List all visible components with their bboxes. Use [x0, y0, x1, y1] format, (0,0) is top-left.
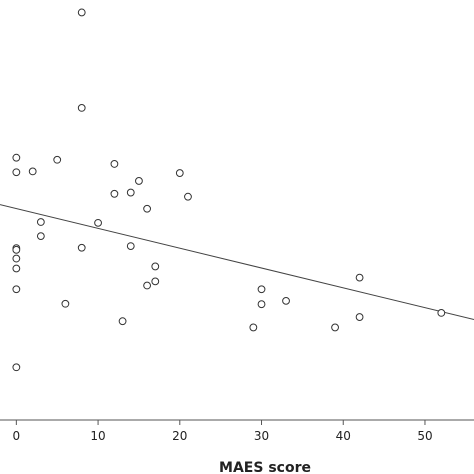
data-point [257, 285, 266, 294]
data-point [77, 104, 86, 112]
x-tick-label: 20 [172, 429, 187, 443]
data-point [36, 218, 45, 226]
data-point [126, 242, 135, 250]
x-tick-label: 0 [13, 429, 21, 443]
data-point [12, 245, 21, 254]
data-point [143, 204, 152, 213]
data-point [135, 177, 143, 185]
data-point [61, 299, 70, 308]
data-point [12, 363, 21, 372]
data-point [331, 323, 339, 332]
data-points [12, 8, 446, 372]
data-point [143, 281, 152, 290]
data-point [282, 296, 290, 305]
data-point [77, 243, 86, 252]
x-tick-label: 10 [90, 429, 105, 443]
data-point [355, 313, 364, 321]
data-point [94, 218, 102, 227]
data-point [437, 309, 446, 317]
data-point [151, 262, 160, 271]
data-point [110, 189, 119, 198]
data-point [12, 285, 21, 294]
data-point [175, 169, 184, 177]
data-point [110, 160, 119, 168]
data-point [77, 8, 86, 17]
regression-line [0, 204, 474, 321]
x-tick-label: 40 [336, 429, 351, 443]
data-point [12, 264, 21, 273]
data-point [126, 188, 135, 197]
data-point [249, 323, 258, 332]
data-point [257, 300, 266, 309]
data-point [12, 254, 21, 263]
x-tick-label: 50 [417, 429, 432, 443]
data-point [53, 155, 62, 164]
data-point [184, 192, 192, 201]
axes: 0 10 20 30 40 50 [0, 419, 474, 443]
x-axis-title: MAES score [219, 460, 311, 474]
data-point [355, 273, 364, 282]
x-tick-label: 30 [254, 429, 269, 443]
data-point [28, 167, 37, 176]
data-point [12, 168, 21, 177]
data-point [12, 153, 21, 162]
regression-line-group [0, 204, 474, 321]
data-point [36, 232, 45, 241]
data-point [118, 317, 127, 326]
data-point [151, 277, 160, 286]
